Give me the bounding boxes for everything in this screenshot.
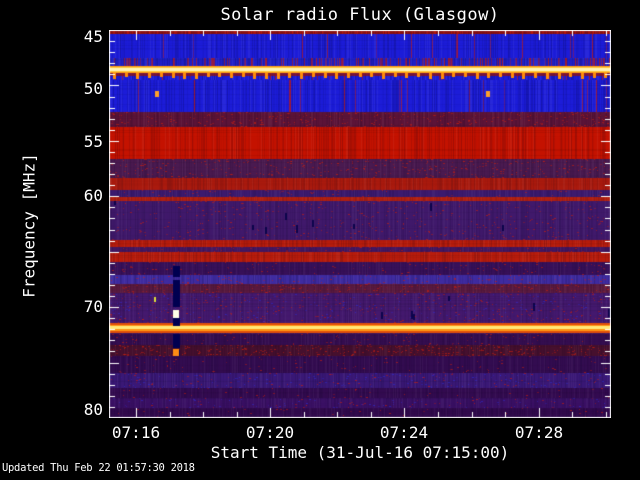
updated-timestamp: Updated Thu Feb 22 01:57:30 2018 bbox=[2, 462, 195, 474]
y-tick-label: 70 bbox=[83, 297, 103, 316]
y-tick-label: 45 bbox=[83, 27, 103, 46]
x-tick-label: 07:24 bbox=[379, 423, 429, 442]
y-tick-label: 50 bbox=[83, 79, 103, 98]
y-tick-label: 55 bbox=[83, 132, 103, 151]
spectrogram-heatmap bbox=[109, 30, 611, 418]
y-tick-label: 80 bbox=[83, 400, 103, 419]
y-tick-label: 60 bbox=[83, 186, 103, 205]
x-tick-label: 07:16 bbox=[111, 423, 161, 442]
x-tick-label: 07:20 bbox=[245, 423, 295, 442]
y-axis-title: Frequency [MHz] bbox=[19, 153, 39, 298]
chart-title: Solar radio Flux (Glasgow) bbox=[220, 5, 500, 25]
x-tick-label: 07:28 bbox=[514, 423, 564, 442]
x-axis-title: Start Time (31-Jul-16 07:15:00) bbox=[210, 443, 510, 462]
